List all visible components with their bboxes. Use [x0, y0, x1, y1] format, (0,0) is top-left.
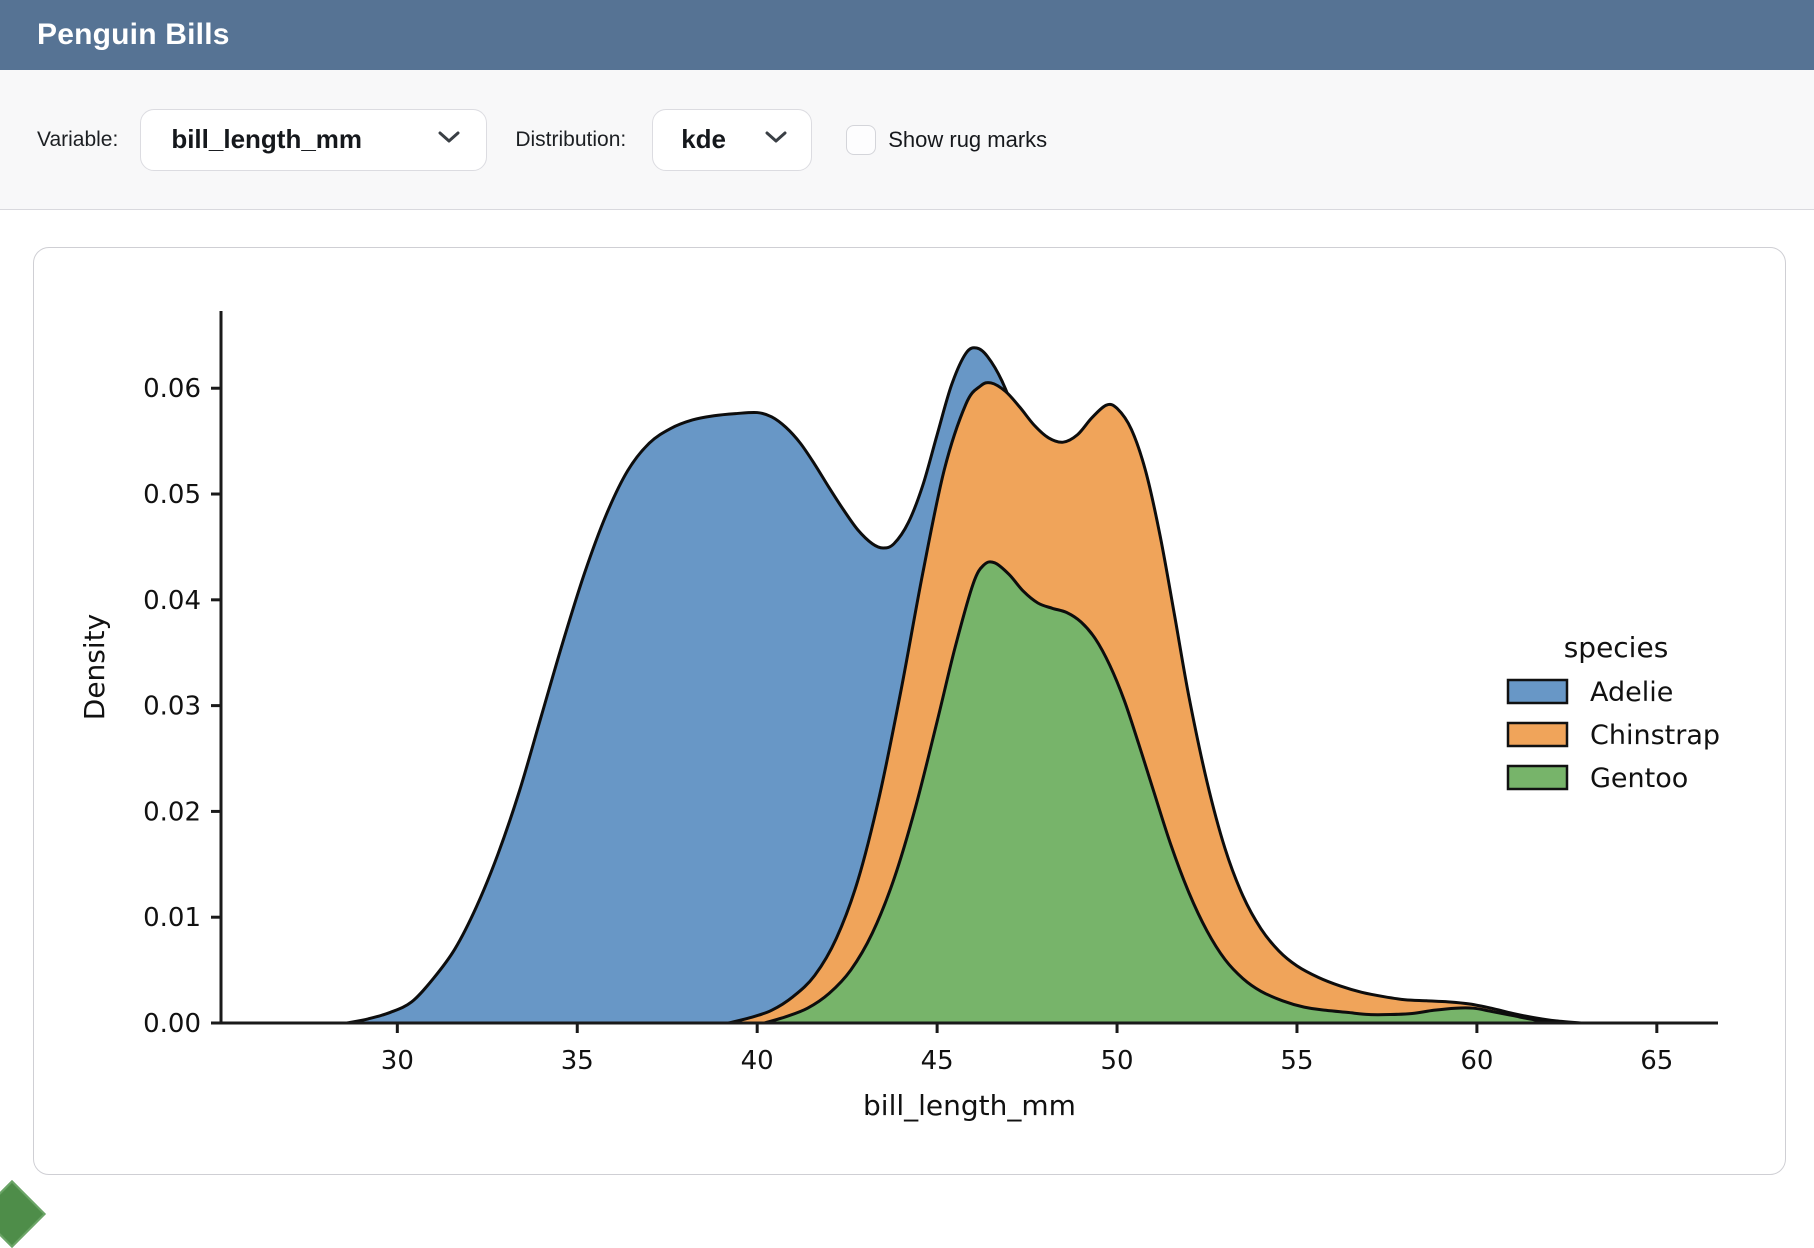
y-axis-title: Density	[78, 614, 111, 720]
y-tick-label: 0.05	[143, 480, 201, 510]
y-tick-label: 0.02	[143, 797, 201, 827]
variable-select[interactable]: bill_length_mm	[140, 108, 488, 171]
page-title: Penguin Bills	[37, 18, 230, 51]
legend-label-adelie: Adelie	[1590, 677, 1673, 708]
y-tick-label: 0.06	[143, 374, 201, 404]
x-tick-label: 50	[1100, 1046, 1133, 1076]
legend-label-chinstrap: Chinstrap	[1590, 720, 1720, 751]
density-area-gentoo	[764, 561, 1578, 1023]
legend: species Adelie Chinstrap Gentoo	[1506, 631, 1720, 794]
chevron-down-icon	[438, 130, 460, 149]
x-tick-label: 45	[921, 1046, 954, 1076]
legend-swatch-chinstrap	[1506, 721, 1569, 748]
legend-title: species	[1564, 631, 1669, 664]
toolbar: Variable: bill_length_mm Distribution: k…	[0, 70, 1814, 210]
density-curve-chinstrap	[726, 381, 1583, 1025]
x-tick-label: 60	[1460, 1046, 1493, 1076]
variable-label: Variable:	[37, 127, 119, 151]
legend-label-gentoo: Gentoo	[1590, 763, 1688, 794]
chevron-down-icon	[765, 130, 787, 149]
x-tick-label: 55	[1280, 1046, 1313, 1076]
distribution-select[interactable]: kde	[652, 108, 813, 171]
distribution-select-value: kde	[681, 124, 727, 154]
y-tick-label: 0.03	[143, 692, 201, 722]
show-rug-marks-label: Show rug marks	[888, 126, 1048, 152]
legend-swatch-adelie	[1506, 678, 1569, 705]
x-axis-title: bill_length_mm	[863, 1089, 1076, 1122]
y-tick-label: 0.04	[143, 586, 201, 616]
legend-swatch-gentoo	[1506, 764, 1569, 791]
app-header: Penguin Bills	[0, 0, 1814, 70]
y-tick-label: 0.00	[143, 1009, 201, 1039]
distribution-label: Distribution:	[515, 127, 627, 151]
show-rug-marks-checkbox[interactable]	[846, 124, 877, 155]
density-curve-gentoo	[762, 560, 1580, 1025]
x-tick-label: 40	[741, 1046, 774, 1076]
chart-card: 0.00 0.01 0.02 0.03 0.04 0.05 0.06 30 35 40 45 50 55…	[33, 247, 1786, 1175]
chart-svg: 0.00 0.01 0.02 0.03 0.04 0.05 0.06 30 35 40 45 50 55…	[78, 311, 1720, 1122]
x-tick-label: 35	[561, 1046, 594, 1076]
variable-select-value: bill_length_mm	[171, 124, 363, 154]
x-tick-label: 30	[381, 1046, 414, 1076]
corner-green-shape	[0, 1180, 46, 1248]
x-tick-label: 65	[1640, 1046, 1673, 1076]
y-tick-label: 0.01	[143, 903, 201, 933]
